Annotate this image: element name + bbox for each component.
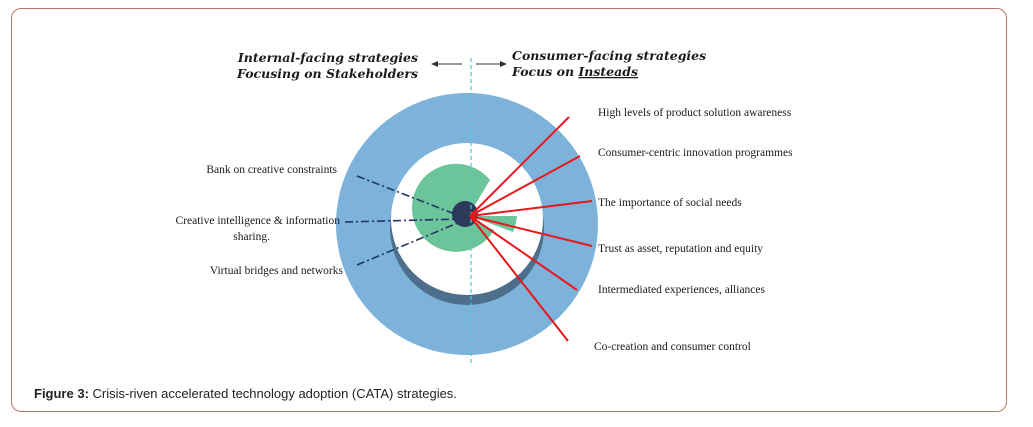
right-connectors [469,116,593,342]
connector-alliances [469,215,578,291]
connector-trust [469,215,593,247]
label-creative-intelligence: Creative intelligence & information [176,215,341,227]
label-co-creation: Co-creation and consumer control [594,341,751,353]
figure-frame [11,8,1007,412]
left-arrow [431,61,462,67]
label-creative-intelligence-line2: sharing. [233,231,270,243]
consumer-header-prefix: Focus on [511,64,578,79]
internal-header-line1: Internal-facing strategies [237,50,418,65]
consumer-header-line2: Focus on Insteads [511,64,638,79]
connector-social-needs [469,200,593,217]
internal-header-line2: Focusing on Stakeholders [236,66,418,81]
left-connectors [344,175,461,266]
green-core [411,163,494,252]
caption-label: Figure 3: [34,386,89,401]
label-intermediated-experiences: Intermediated experiences, alliances [598,284,766,296]
consumer-header-line1: Consumer-facing strategies [512,48,706,63]
label-bank-on-creative-constraints: Bank on creative constraints [206,164,337,176]
connector-virtual [356,221,461,266]
label-social-needs: The importance of social needs [598,197,742,209]
label-product-awareness: High levels of product solution awarenes… [598,107,792,119]
connector-creative [344,218,461,223]
connector-awareness [469,116,570,217]
figure-caption: Figure 3: Crisis-riven accelerated techn… [34,386,457,401]
label-virtual-bridges: Virtual bridges and networks [210,265,344,277]
connector-co-creation [469,215,569,342]
connector-bank [356,175,461,217]
label-trust-asset: Trust as asset, reputation and equity [598,243,763,255]
caption-text: Crisis-riven accelerated technology adop… [88,386,457,401]
consumer-header-underlined: Insteads [577,64,638,79]
label-innovation-programmes: Consumer-centric innovation programmes [598,147,793,159]
green-core-notch [470,216,517,232]
connector-innovation [469,155,581,217]
right-arrow [476,61,507,67]
